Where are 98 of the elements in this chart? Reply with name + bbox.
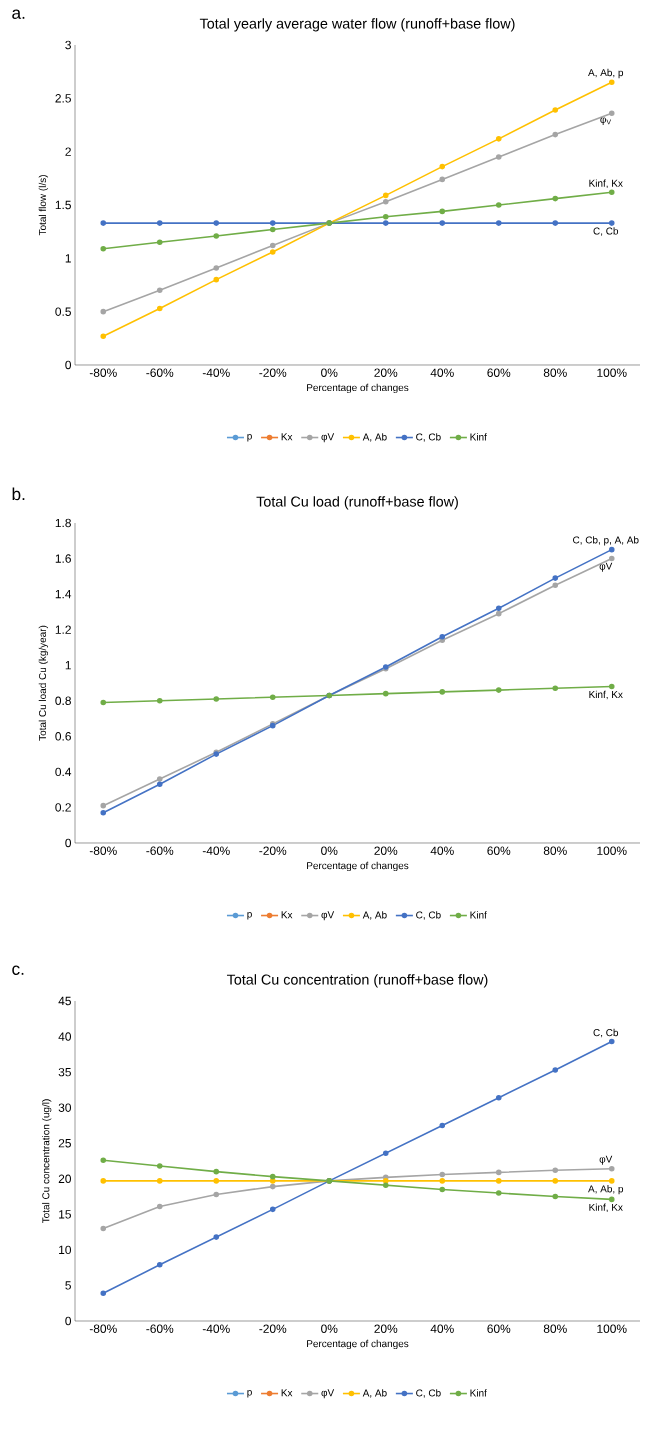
- legend-label: p: [247, 434, 252, 442]
- y-tick-label: 15: [59, 1210, 71, 1219]
- x-tick-label: 80%: [543, 1324, 567, 1333]
- x-tick-label: -60%: [146, 1324, 174, 1333]
- x-tick-label: 20%: [374, 368, 398, 377]
- x-axis-title: Percentage of changes: [307, 383, 409, 394]
- legend-label: φV: [321, 1389, 335, 1399]
- y-tick-label: 1: [65, 661, 71, 670]
- x-tick-label: 20%: [374, 1324, 398, 1333]
- legend-label: φV: [321, 911, 335, 921]
- legend-label: C, Cb: [416, 1389, 441, 1398]
- x-tick-label: -20%: [259, 846, 287, 855]
- y-tick-label: 1.5: [55, 200, 71, 210]
- text: a.: [12, 9, 25, 19]
- y-tick-label: 0: [65, 1316, 72, 1326]
- y-tick-label: 0.8: [55, 696, 71, 705]
- x-tick-label: -80%: [89, 846, 117, 855]
- y-tick-label: 0.6: [55, 732, 71, 741]
- y-tick-label: 30: [58, 1103, 72, 1112]
- x-tick-label: -20%: [259, 1324, 287, 1333]
- x-tick-label: 60%: [487, 1324, 511, 1333]
- x-tick-label: 20%: [374, 846, 398, 855]
- y-tick-label: 40: [58, 1032, 72, 1041]
- x-tick-label: 80%: [543, 846, 567, 855]
- x-tick-label: 100%: [597, 846, 627, 855]
- x-tick-label: 80%: [543, 368, 567, 377]
- x-tick-label: -40%: [202, 368, 230, 377]
- legend-label: p: [247, 912, 252, 920]
- x-tick-label: 0%: [321, 368, 338, 377]
- annotation: C, Cb: [593, 227, 619, 236]
- legend-label: p: [247, 1390, 252, 1398]
- y-tick-label: 1.6: [55, 554, 71, 563]
- legend-label: A, Ab: [362, 911, 387, 920]
- y-tick-label: 0.4: [55, 767, 72, 777]
- legend-label: φV: [321, 433, 335, 443]
- annotation: C, Cb: [593, 1028, 619, 1038]
- legend-label: A, Ab: [362, 1389, 387, 1398]
- x-tick-label: -40%: [202, 1324, 230, 1333]
- chart-title: Total yearly average water flow (runoff+base flow): [199, 18, 515, 32]
- x-tick-label: -40%: [202, 846, 230, 855]
- y-tick-label: 5: [65, 1281, 71, 1290]
- y-tick-label: 1.8: [55, 518, 71, 528]
- annotation: Kinf, Kx: [589, 179, 623, 189]
- legend-label: Kinf: [470, 1389, 487, 1397]
- x-tick-label: 0%: [321, 846, 338, 855]
- legend-label: C, Cb: [416, 911, 441, 920]
- annotation: A, Ab, p: [588, 1185, 624, 1195]
- x-tick-label: -20%: [259, 368, 287, 377]
- y-tick-label: 45: [58, 996, 71, 1006]
- x-tick-label: 40%: [430, 1324, 454, 1333]
- y-tick-label: 1: [65, 254, 71, 263]
- y-tick-label: 25: [58, 1138, 71, 1148]
- x-axis-title: Percentage of changes: [307, 1339, 409, 1350]
- text: c.: [12, 965, 24, 975]
- y-tick-label: 1.4: [55, 590, 72, 599]
- chart-title: Total Cu concentration (runoff+base flow): [226, 974, 488, 988]
- legend-label: A, Ab: [362, 433, 387, 442]
- y-axis-title: Total Cu load Cu (kg/year): [38, 625, 49, 741]
- annotation: φV: [599, 1155, 613, 1165]
- y-axis-title: Total flow (l/s): [38, 175, 49, 236]
- annotation: φ$_{V}$: [600, 117, 612, 125]
- legend-label: Kx: [281, 1389, 293, 1397]
- annotation: Kinf, Kx: [589, 690, 623, 700]
- text: b.: [12, 487, 25, 501]
- y-tick-label: 35: [58, 1067, 71, 1077]
- annotation: φV: [599, 562, 613, 572]
- y-tick-label: 10: [59, 1245, 72, 1255]
- x-tick-label: 100%: [597, 1324, 627, 1333]
- annotation: A, Ab, p: [588, 68, 624, 79]
- x-tick-label: 0%: [321, 1324, 338, 1333]
- x-tick-label: -60%: [146, 846, 174, 855]
- legend-label: Kinf: [470, 911, 487, 919]
- x-axis-title: Percentage of changes: [307, 861, 409, 872]
- x-tick-label: 60%: [487, 368, 511, 377]
- annotation: Kinf, Kx: [589, 1203, 623, 1213]
- x-tick-label: 40%: [430, 368, 454, 377]
- y-tick-label: 1.2: [55, 625, 71, 634]
- y-axis-title: Total Cu concentration (ug/l): [42, 1099, 52, 1224]
- y-tick-label: 20: [58, 1174, 72, 1183]
- legend-label: Kx: [281, 911, 293, 919]
- annotation: C, Cb, p, A, Ab: [573, 536, 639, 546]
- legend-label: Kx: [281, 433, 293, 441]
- y-tick-label: 0: [65, 838, 72, 848]
- y-tick-label: 0: [65, 360, 72, 370]
- x-tick-label: 40%: [430, 846, 454, 855]
- x-tick-label: 100%: [597, 368, 627, 377]
- x-tick-label: -80%: [89, 1324, 117, 1333]
- y-tick-label: 0.2: [55, 803, 71, 812]
- x-tick-label: 60%: [487, 846, 511, 855]
- y-tick-label: 2.5: [55, 94, 71, 103]
- legend-label: Kinf: [470, 433, 487, 441]
- y-tick-label: 2: [65, 147, 71, 156]
- y-tick-label: 0.5: [55, 307, 71, 316]
- legend-label: C, Cb: [416, 433, 441, 442]
- chart-title: Total Cu load (runoff+base flow): [256, 496, 458, 510]
- x-tick-label: -60%: [146, 368, 174, 377]
- y-tick-label: 3: [65, 40, 71, 50]
- x-tick-label: -80%: [89, 368, 117, 377]
